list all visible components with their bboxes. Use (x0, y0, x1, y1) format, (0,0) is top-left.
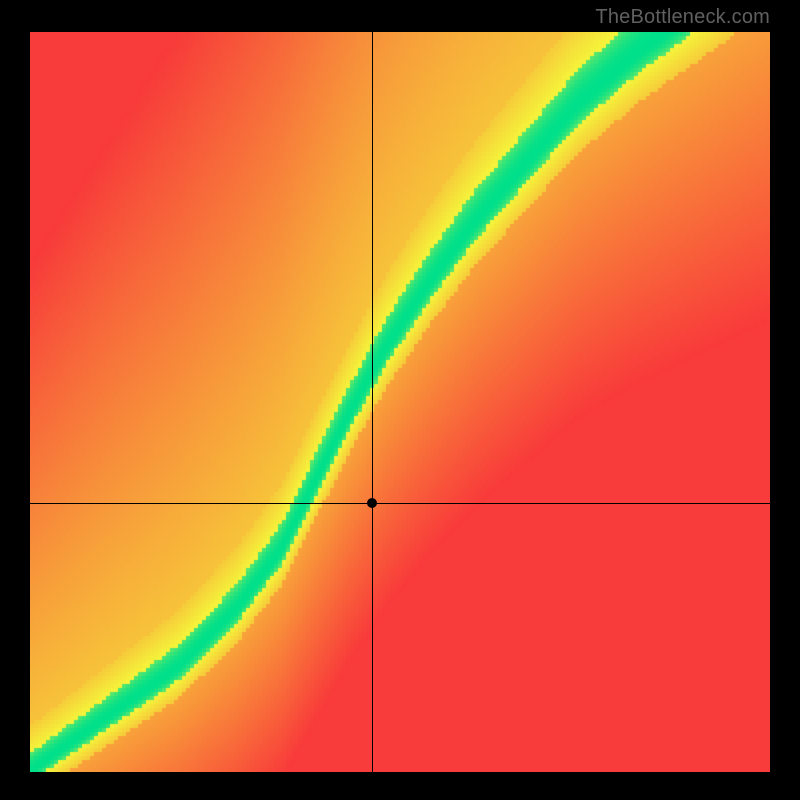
plot-area (30, 32, 770, 772)
heatmap-canvas (30, 32, 770, 772)
watermark-text: TheBottleneck.com (595, 6, 770, 29)
crosshair-vertical (372, 32, 373, 772)
crosshair-horizontal (30, 503, 770, 504)
chart-container: TheBottleneck.com (0, 0, 800, 800)
data-point-marker (367, 498, 377, 508)
